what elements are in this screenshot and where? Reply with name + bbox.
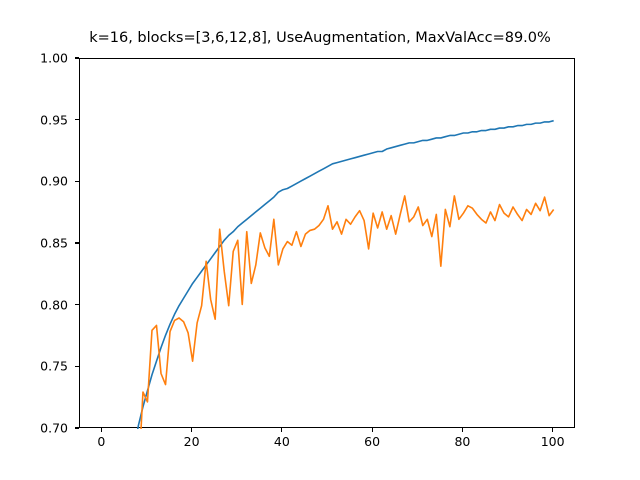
x-axis-tick-mark: [100, 428, 102, 432]
y-axis-tick-mark: [75, 57, 79, 59]
y-axis-tick-label: 0.90: [40, 173, 68, 189]
x-axis-tick-mark: [461, 428, 463, 432]
plot-lines: [136, 119, 555, 429]
x-axis-tick-label: 0: [97, 434, 106, 449]
y-axis-tick-label: 0.70: [40, 420, 68, 436]
y-axis-tick-mark: [75, 365, 79, 367]
chart-title: k=16, blocks=[3,6,12,8], UseAugmentation…: [89, 30, 551, 46]
x-axis-tick-mark: [191, 428, 193, 432]
x-axis-tick-label: 20: [183, 434, 200, 449]
y-axis-tick-mark: [75, 304, 79, 306]
series-line: [140, 195, 555, 429]
y-axis-tick-label: 0.85: [40, 235, 68, 251]
x-axis-tick-label: 80: [454, 434, 471, 449]
y-axis-tick-label: 0.80: [40, 297, 68, 313]
y-axis-tick-mark: [75, 427, 79, 429]
y-axis-tick-label: 0.95: [40, 112, 68, 128]
x-axis-tick-label: 100: [540, 434, 565, 449]
series-line: [136, 119, 554, 429]
y-axis-tick-label: 0.75: [40, 358, 68, 374]
y-axis-tick-mark: [75, 242, 79, 244]
y-axis-tick-mark: [75, 180, 79, 182]
plot-area: [79, 58, 575, 429]
y-axis-tick-mark: [75, 119, 79, 121]
x-axis-tick-mark: [281, 428, 283, 432]
x-axis-tick-label: 40: [273, 434, 290, 449]
x-axis-tick-mark: [552, 428, 554, 432]
y-axis-tick-label: 1.00: [40, 50, 68, 66]
x-axis-tick-mark: [371, 428, 373, 432]
x-axis-tick-label: 60: [364, 434, 381, 449]
